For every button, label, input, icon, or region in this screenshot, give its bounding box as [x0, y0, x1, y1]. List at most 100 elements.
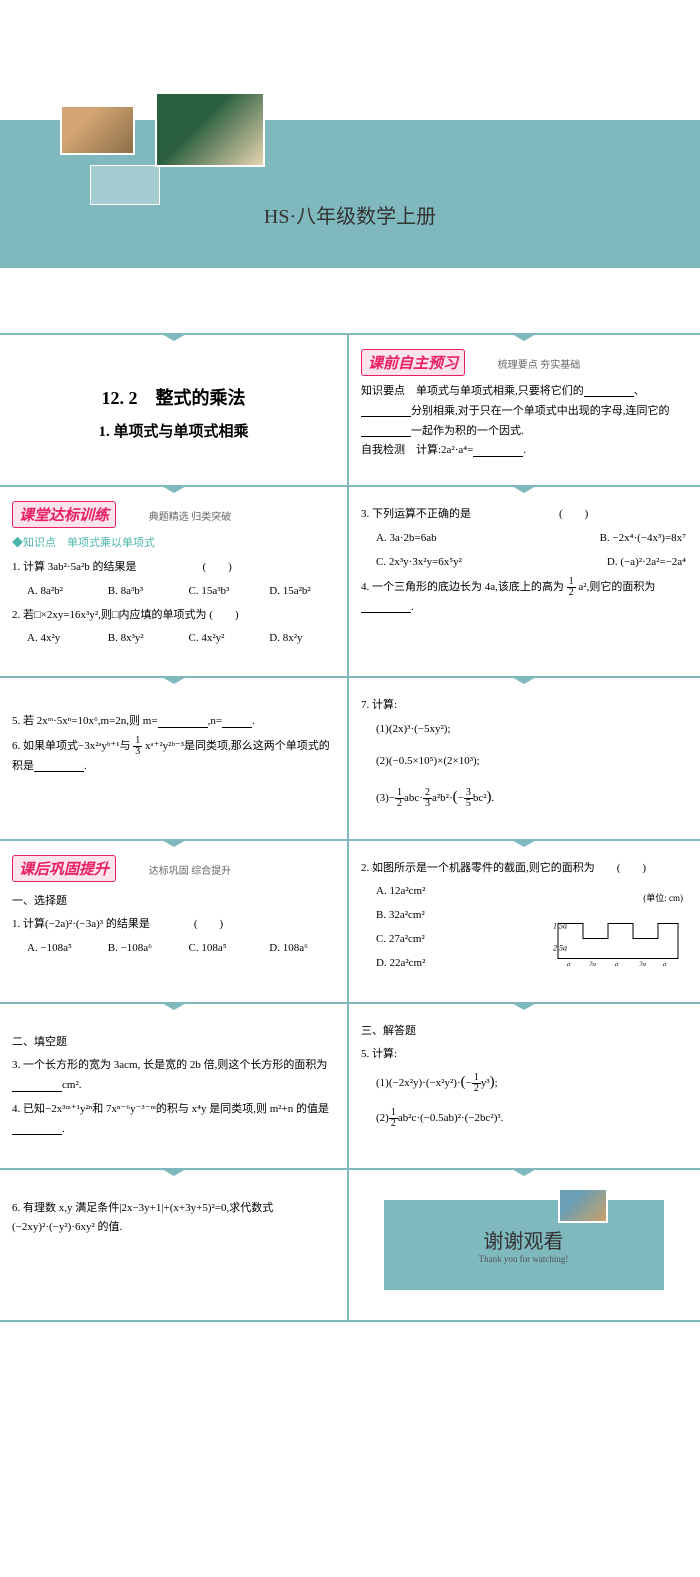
text: 分别相乘,对于只在一个单项式中出现的字母,连同它的: [411, 405, 670, 417]
text: 、: [634, 385, 645, 397]
opt: B. −2x⁴·(−4x³)=8x⁷: [600, 529, 686, 549]
end-bg: 谢谢观看 Thank you for watching!: [384, 1200, 664, 1290]
opt: C. 108a⁵: [174, 939, 255, 959]
q7-1: (1)(2x)³·(−5xy²);: [361, 720, 686, 740]
text: 知识要点 单项式与单项式相乘,只要将它们的: [361, 385, 584, 397]
text: bc²: [473, 792, 487, 804]
arrow-icon: [510, 839, 538, 847]
slide-fill-l: 二、填空题 3. 一个长方形的宽为 3acm, 长是宽的 2b 倍,则这个长方形…: [0, 1004, 349, 1168]
fq4: 4. 已知−2x³ᵐ⁺¹y²ⁿ和 7xⁿ⁻⁶y⁻³⁻ᵐ的积与 x⁴y 是同类项,…: [12, 1100, 335, 1140]
text: .: [84, 760, 87, 772]
row-2: 12. 2 整式的乘法 1. 单项式与单项式相乘 课前自主预习 梳理要点 夯实基…: [0, 335, 700, 487]
photo-chalk: [155, 92, 265, 167]
blank: [361, 601, 411, 613]
blank: [361, 405, 411, 417]
opt: D. 15a²b²: [254, 582, 335, 602]
q7: 7. 计算:: [361, 696, 686, 716]
q1-opts: A. 8a²b²B. 8a³b³C. 15a³b³D. 15a²b²: [12, 582, 335, 602]
photo-overlay: [90, 165, 160, 205]
row-6: 二、填空题 3. 一个长方形的宽为 3acm, 长是宽的 2b 倍,则这个长方形…: [0, 1004, 700, 1170]
fq6: 6. 有理数 x,y 满足条件|2x−3y+1|+(x+3y+5)²=0,求代数…: [12, 1199, 335, 1239]
opt: A. 3a·2b=6ab: [376, 529, 437, 549]
end-slide: 谢谢观看 Thank you for watching!: [349, 1170, 698, 1320]
practice-content-r: 3. 下列运算不正确的是 ( ) A. 3a·2b=6ab B. −2x⁴·(−4…: [361, 505, 686, 617]
review-subtitle: 达标巩固 综合提升: [149, 866, 232, 877]
rq1: 1. 计算(−2a)²·(−3a)³ 的结果是 ( ): [12, 915, 335, 935]
h1: 一、选择题: [12, 892, 335, 912]
q6-content: 6. 有理数 x,y 满足条件|2x−3y+1|+(x+3y+5)²=0,求代数…: [12, 1199, 335, 1239]
text: y³: [481, 1077, 490, 1089]
practice-header: 课堂达标训练: [12, 501, 116, 528]
fq5-2: (2)12ab²c·(−0.5ab)²·(−2bc²)³.: [361, 1108, 686, 1129]
slide-practice-r: 3. 下列运算不正确的是 ( ) A. 3a·2b=6ab B. −2x⁴·(−4…: [349, 487, 698, 676]
text: abc·: [404, 792, 423, 804]
arrow-icon: [510, 333, 538, 341]
h3: 三、解答题: [361, 1022, 686, 1042]
text: 5. 若 2xᵐ·5xⁿ=10x⁶,m=2n,则 m=: [12, 715, 158, 727]
text: 一起作为积的一个因式.: [411, 425, 524, 437]
text: 4. 一个三角形的底边长为 4a,该底上的高为: [361, 581, 564, 593]
q7-3: (3)−12abc·23a²b²·(−35bc²).: [361, 784, 686, 811]
q7-content: 7. 计算: (1)(2x)³·(−5xy²); (2)(−0.5×10⁵)×(…: [361, 696, 686, 810]
text: .: [252, 715, 255, 727]
text: ;: [495, 1077, 498, 1089]
opt: C. 15a³b³: [174, 582, 255, 602]
text: .: [523, 444, 526, 456]
opt: B. −108a⁶: [93, 939, 174, 959]
row-7: 6. 有理数 x,y 满足条件|2x−3y+1|+(x+3y+5)²=0,求代数…: [0, 1170, 700, 1322]
review-content-l: 一、选择题 1. 计算(−2a)²·(−3a)³ 的结果是 ( ) A. −10…: [12, 892, 335, 959]
subchapter-title: 1. 单项式与单项式相乘: [12, 420, 335, 441]
knowledge-point: ◆知识点 单项式乘以单项式: [12, 534, 335, 554]
blank: [34, 760, 84, 772]
end-sub: Thank you for watching!: [479, 1254, 569, 1264]
row-5: 课后巩固提升 达标巩固 综合提升 一、选择题 1. 计算(−2a)²·(−3a)…: [0, 841, 700, 1004]
text: 4. 已知−2x³ᵐ⁺¹y²ⁿ和 7xⁿ⁻⁶y⁻³⁻ᵐ的积与 x⁴y 是同类项,…: [12, 1103, 329, 1115]
frac: 12: [395, 788, 404, 809]
frac: 12: [472, 1073, 481, 1094]
q7-2: (2)(−0.5×10⁵)×(2×10³);: [361, 752, 686, 772]
arrow-icon: [160, 485, 188, 493]
frac-half: 12: [567, 577, 576, 598]
slide-q56: 5. 若 2xᵐ·5xⁿ=10x⁶,m=2n,则 m=,n=. 6. 如果单项式…: [0, 678, 349, 838]
review-header: 课后巩固提升: [12, 855, 116, 882]
slide-q6-final: 6. 有理数 x,y 满足条件|2x−3y+1|+(x+3y+5)²=0,求代数…: [0, 1170, 349, 1320]
cover-title: HS·八年级数学上册: [0, 200, 700, 229]
svg-text:1.5a: 1.5a: [553, 921, 567, 930]
blank: [473, 445, 523, 457]
slide-preview: 课前自主预习 梳理要点 夯实基础 知识要点 单项式与单项式相乘,只要将它们的、分…: [349, 335, 698, 485]
text: (1)(−2x²y)·(−x²y²)·: [376, 1077, 461, 1089]
preview-subtitle: 梳理要点 夯实基础: [498, 360, 581, 371]
arrow-icon: [160, 1002, 188, 1010]
arrow-icon: [160, 333, 188, 341]
slide-review-r: 2. 如图所示是一个机器零件的截面,则它的面积为 ( ) A. 12a²cm² …: [349, 841, 698, 1002]
slide-practice-l: 课堂达标训练 典题精选 归类突破 ◆知识点 单项式乘以单项式 1. 计算 3ab…: [0, 487, 349, 676]
rq2: 2. 如图所示是一个机器零件的截面,则它的面积为 ( ): [361, 859, 686, 879]
blank: [222, 716, 252, 728]
text: .: [62, 1123, 65, 1135]
h2: 二、填空题: [12, 1033, 335, 1053]
fill-content-r: 三、解答题 5. 计算: (1)(−2x²y)·(−x²y²)·(−12y³);…: [361, 1022, 686, 1130]
fq5: 5. 计算:: [361, 1045, 686, 1065]
end-photo: [558, 1188, 608, 1223]
text: (2): [376, 1112, 389, 1124]
svg-text:a: a: [567, 960, 571, 966]
opt: B. 8x³y²: [93, 629, 174, 649]
arrow-icon: [160, 839, 188, 847]
frac: 35: [464, 788, 473, 809]
fq3: 3. 一个长方形的宽为 3acm, 长是宽的 2b 倍,则这个长方形的面积为cm…: [12, 1056, 335, 1096]
svg-text:a: a: [663, 960, 667, 966]
arrow-icon: [510, 1002, 538, 1010]
q3: 3. 下列运算不正确的是 ( ): [361, 505, 686, 525]
opt: B. 8a³b³: [93, 582, 174, 602]
preview-content: 知识要点 单项式与单项式相乘,只要将它们的 、分别相乘,对于只在一个单项式中出现的…: [361, 382, 686, 461]
q5: 5. 若 2xᵐ·5xⁿ=10x⁶,m=2n,则 m=,n=.: [12, 712, 335, 732]
frac: 23: [423, 788, 432, 809]
opt: C. 2x³y·3x²y=6x⁵y²: [376, 553, 462, 573]
text: a²b²·: [432, 792, 453, 804]
chapter-title: 12. 2 整式的乘法: [12, 384, 335, 410]
blank: [12, 1123, 62, 1135]
fq5-1: (1)(−2x²y)·(−x²y²)·(−12y³);: [361, 1069, 686, 1096]
part-diagram: (单位: cm) 1.5a 2.5a a 2a a 2a a: [553, 891, 683, 969]
svg-text:2a: 2a: [639, 960, 647, 966]
q1: 1. 计算 3ab²·5a²b 的结果是 ( ): [12, 558, 335, 578]
